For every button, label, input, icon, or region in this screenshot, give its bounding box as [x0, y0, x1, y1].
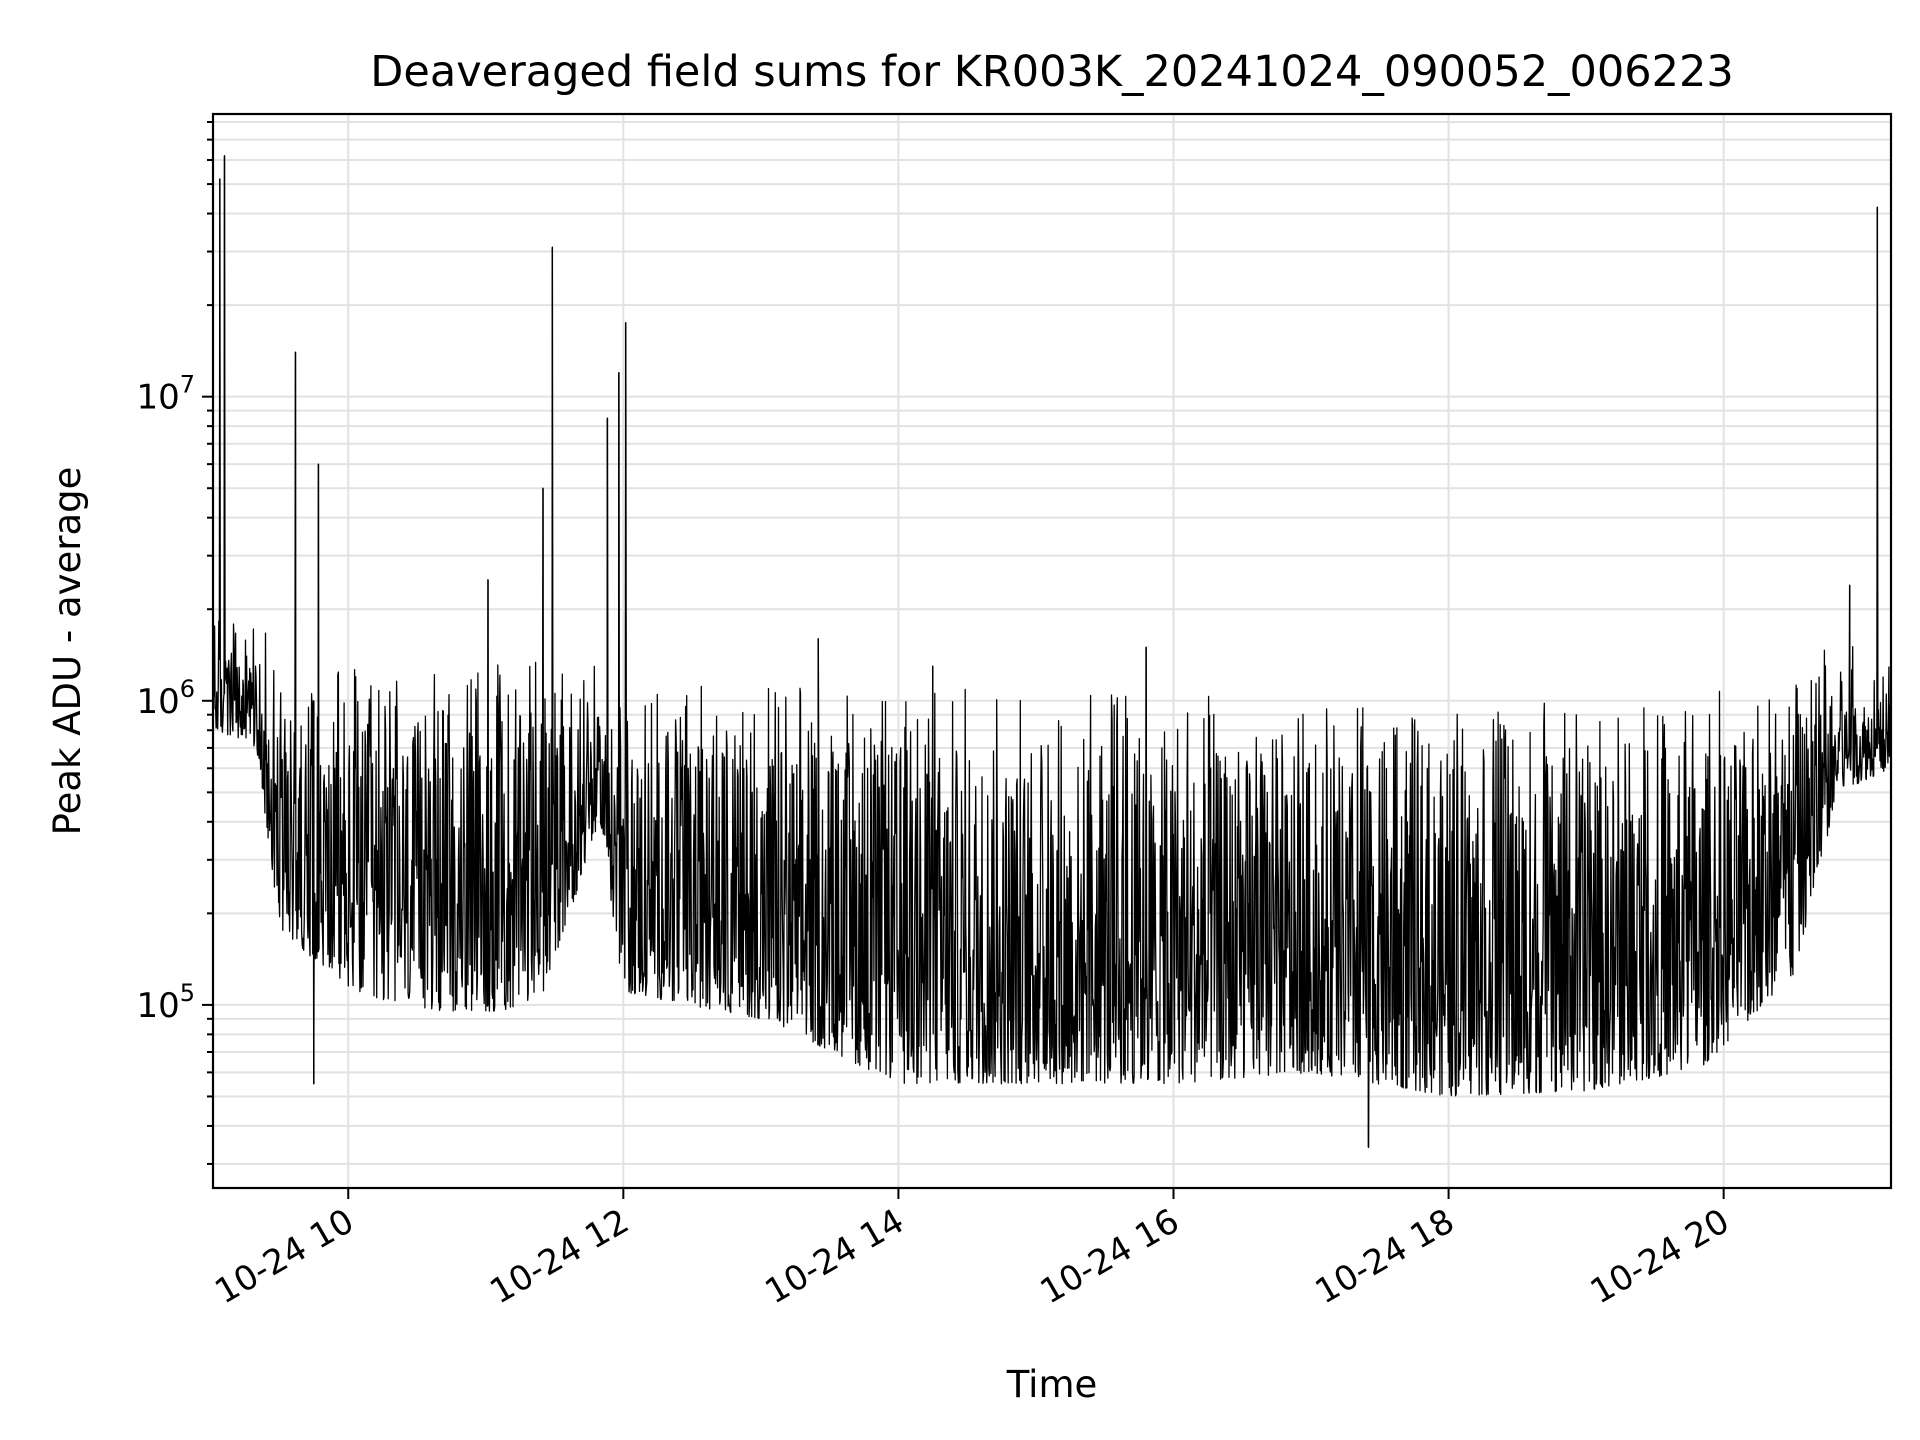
series-line	[212, 155, 1892, 1149]
x-axis: 10-24 10 10-24 12 10-24 14 10-24 16 10-24 18…	[208, 1188, 1736, 1312]
y-tick-label: 106	[136, 675, 195, 722]
x-tick-label: 10-24 12	[483, 1201, 635, 1312]
y-tick-label: 105	[136, 979, 195, 1026]
chart-title: Deaveraged field sums for KR003K_2024102…	[370, 47, 1733, 97]
spike-marks	[219, 155, 1878, 1148]
minor-gridlines	[213, 121, 1891, 1165]
x-tick-label: 10-24 20	[1584, 1201, 1736, 1312]
y-tick-label: 107	[136, 371, 195, 418]
x-tick-label: 10-24 18	[1309, 1201, 1461, 1312]
y-axis-label: Peak ADU - average	[46, 467, 89, 836]
x-tick-label: 10-24 10	[208, 1201, 360, 1312]
x-tick-label: 10-24 16	[1034, 1201, 1186, 1312]
plot-frame	[211, 112, 1893, 1190]
x-tick-label: 10-24 14	[759, 1201, 911, 1312]
y-axis: 105 106 107	[136, 121, 213, 1165]
x-axis-label: Time	[1006, 1363, 1098, 1406]
